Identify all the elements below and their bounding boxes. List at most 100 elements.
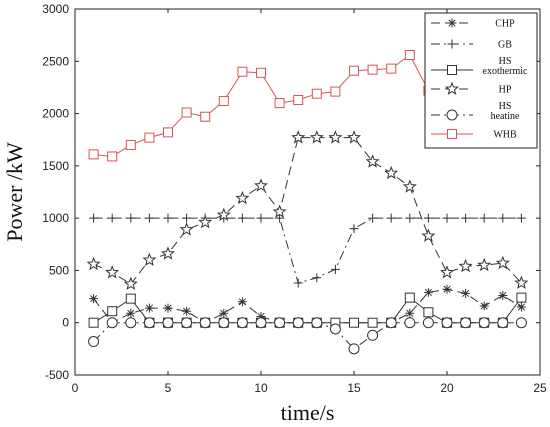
- data-point-hs-heatine: [274, 317, 286, 329]
- y-tick-label: 500: [49, 263, 69, 277]
- y-tick-label: 2500: [42, 54, 69, 68]
- data-point-hs-exothermic: [423, 307, 434, 318]
- data-point-hs-heatine: [497, 317, 509, 329]
- data-point-hs-exothermic: [125, 293, 136, 304]
- data-point-hp: [235, 190, 250, 205]
- data-point-gb: [479, 213, 489, 223]
- data-point-chp: [163, 303, 173, 313]
- data-point-hs-heatine: [348, 343, 360, 355]
- data-point-whb: [349, 65, 359, 76]
- series-hs-heatine: [88, 317, 527, 355]
- series-line-hs-exothermic: [93, 296, 522, 324]
- legend-box: [424, 12, 538, 149]
- data-point-gb: [368, 213, 378, 223]
- legend-label: heatine: [491, 111, 520, 122]
- x-tick-label: 10: [254, 381, 268, 395]
- data-point-chp: [144, 303, 154, 313]
- data-point-hp: [384, 165, 399, 180]
- series-line-chp: [93, 288, 522, 324]
- data-point-gb: [386, 213, 396, 223]
- legend-label: WHB: [493, 130, 517, 141]
- data-point-hs-exothermic: [88, 317, 99, 328]
- data-point-hs-heatine: [367, 329, 379, 341]
- y-tick-label: -500: [45, 368, 69, 382]
- data-point-hs-heatine: [218, 317, 230, 329]
- data-point-hs-heatine: [143, 317, 155, 329]
- legend-marker: [447, 39, 457, 49]
- data-point-chp: [256, 311, 266, 321]
- data-point-hs-heatine: [125, 317, 137, 329]
- data-point-hp: [86, 256, 101, 271]
- data-point-chp: [461, 288, 471, 298]
- data-point-hp: [198, 214, 213, 229]
- data-point-hp: [402, 179, 417, 193]
- data-point-hs-heatine: [199, 317, 211, 329]
- data-point-gb: [442, 213, 452, 223]
- data-point-gb: [293, 278, 303, 288]
- data-point-hs-exothermic: [107, 306, 118, 317]
- data-point-hp: [439, 265, 455, 279]
- legend-marker: [446, 109, 458, 121]
- data-point-chp: [126, 308, 136, 318]
- data-point-hs-heatine: [404, 317, 416, 329]
- data-point-hs-heatine: [255, 317, 267, 329]
- legend-label: HS: [499, 101, 512, 112]
- legend-marker: [447, 18, 457, 28]
- data-point-hs-heatine: [329, 323, 341, 335]
- data-point-hp: [105, 265, 120, 279]
- data-point-hs-heatine: [311, 317, 323, 329]
- data-point-whb: [125, 139, 136, 150]
- data-point-chp: [182, 306, 192, 316]
- y-tick-label: 0: [62, 316, 69, 330]
- data-point-whb: [181, 107, 192, 118]
- data-point-hs-heatine: [106, 317, 118, 329]
- x-axis-title: time/s: [281, 400, 335, 425]
- data-point-whb: [274, 98, 285, 109]
- legend-label: CHP: [495, 19, 515, 30]
- x-tick-label: 5: [165, 381, 172, 395]
- data-point-hs-exothermic: [367, 317, 378, 328]
- data-point-hs-exothermic: [516, 292, 527, 303]
- data-point-hs-heatine: [88, 336, 100, 348]
- data-point-hp: [216, 207, 231, 221]
- data-point-gb: [89, 213, 99, 223]
- data-point-hp: [291, 130, 306, 144]
- y-axis-title: Power /kW: [2, 142, 27, 242]
- data-point-hp: [123, 276, 138, 290]
- data-point-hp: [477, 257, 492, 272]
- data-point-chp: [89, 294, 99, 304]
- y-tick-label: 1000: [42, 211, 69, 225]
- data-point-gb: [126, 213, 136, 223]
- data-point-hp: [421, 228, 436, 242]
- x-tick-label: 20: [440, 381, 454, 395]
- legend-item-gb: GB: [431, 39, 512, 51]
- data-point-hs-heatine: [478, 317, 490, 329]
- data-point-hp: [272, 204, 287, 218]
- data-point-hp: [253, 178, 269, 192]
- data-point-hs-heatine: [181, 317, 193, 329]
- x-tick-label: 15: [347, 381, 361, 395]
- data-point-hp: [328, 130, 343, 144]
- data-point-hp: [514, 275, 529, 289]
- data-point-hs-heatine: [236, 317, 248, 329]
- data-point-hs-exothermic: [349, 317, 359, 328]
- legend-marker: [447, 129, 457, 139]
- data-point-whb: [200, 111, 211, 122]
- data-point-gb: [275, 213, 285, 223]
- series-gb: [89, 213, 526, 288]
- data-point-hs-heatine: [441, 317, 453, 329]
- y-tick-label: 2000: [42, 107, 69, 121]
- data-point-hs-heatine: [162, 317, 174, 329]
- y-tick-label: 1500: [42, 159, 69, 173]
- series-line-hp: [93, 137, 522, 285]
- data-point-hp: [495, 255, 510, 270]
- legend-item-hp: HP: [431, 81, 512, 96]
- data-point-gb: [163, 213, 173, 223]
- series-chp: [89, 284, 526, 328]
- legend-item-whb: WHB: [431, 129, 517, 141]
- data-point-chp: [423, 287, 433, 297]
